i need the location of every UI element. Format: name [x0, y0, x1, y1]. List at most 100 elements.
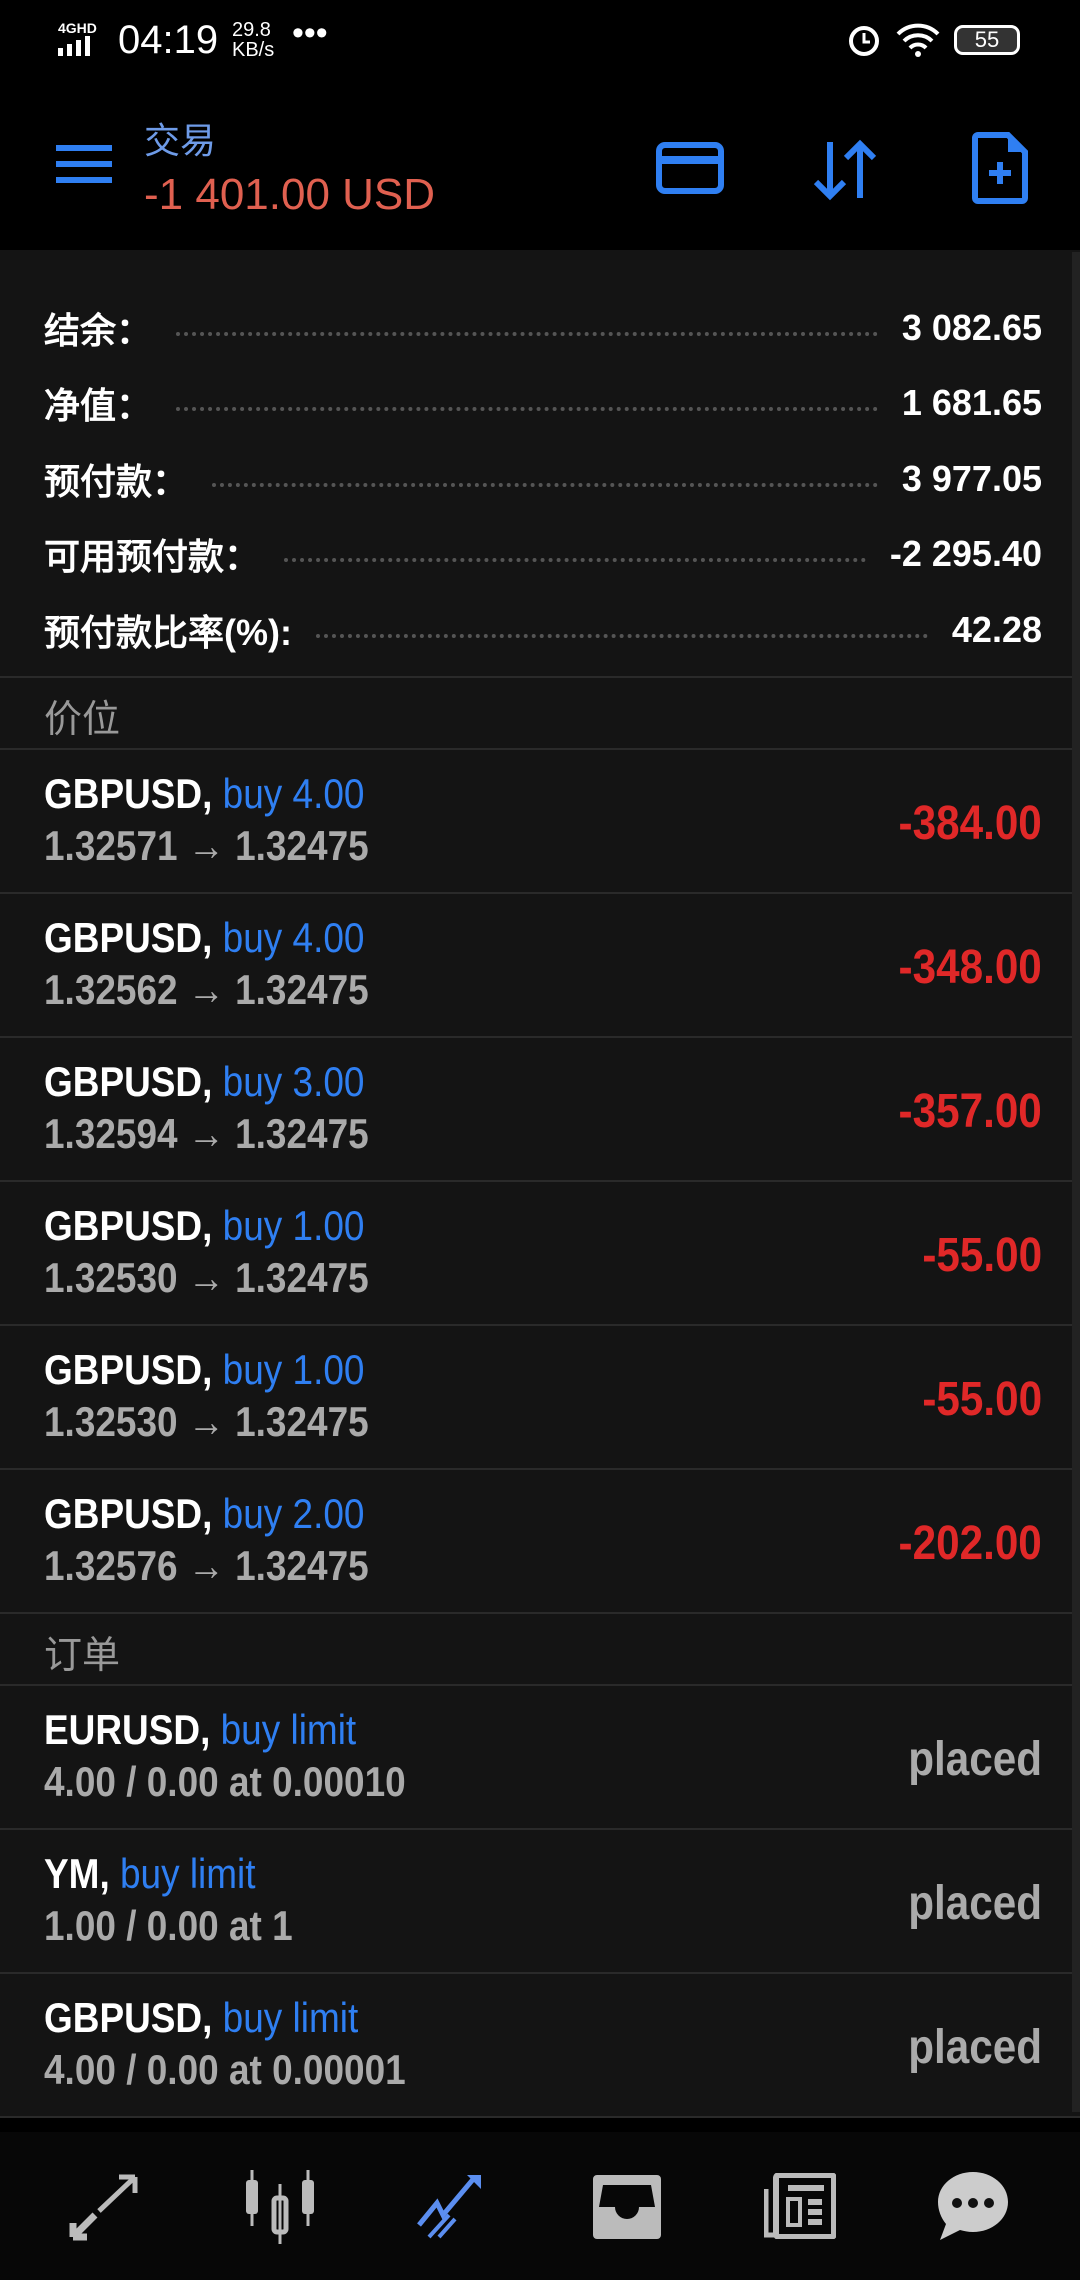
positions-header: 价位 [0, 678, 1080, 750]
summary-label: 可用预付款： [44, 536, 261, 578]
summary-value: 3 977.05 [901, 457, 1042, 499]
position-side: buy 3.00 [222, 1058, 365, 1105]
summary-label: 预付款比率(%): [44, 611, 292, 653]
position-title: GBPUSD, buy 4.00 [44, 914, 956, 962]
order-type: buy limit [119, 1850, 256, 1897]
summary-value: 42.28 [951, 608, 1042, 650]
clock: 04:19 [118, 18, 219, 62]
summary-value: 1 681.65 [901, 382, 1042, 424]
status-bar: 4GHD 04:19 29.8 KB/s ••• 55 [0, 0, 1080, 80]
position-symbol: GBPUSD, [44, 1346, 213, 1393]
order-detail: 4.00 / 0.00 at 0.00010 [44, 1758, 406, 1805]
position-profit: -55.00 [922, 1229, 1042, 1282]
trade-icon [417, 2175, 482, 2239]
position-symbol: GBPUSD, [44, 1202, 213, 1249]
position-profit: -202.00 [898, 1517, 1042, 1570]
position-title: GBPUSD, buy 2.00 [44, 1490, 956, 1538]
summary-row-margin: 预付款： 3 977.05 [0, 441, 1080, 517]
position-row[interactable]: GBPUSD, buy 1.00 1.32530 → 1.32475 -55.00 [0, 1326, 1080, 1470]
order-symbol: EURUSD, [44, 1706, 211, 1753]
summary-label: 预付款： [44, 460, 189, 502]
summary-row-free-margin: 可用预付款： -2 295.40 [0, 517, 1080, 593]
position-prices: 1.32530 → 1.32475 [44, 1398, 369, 1445]
position-prices: 1.32530 → 1.32475 [44, 1254, 369, 1301]
position-symbol: GBPUSD, [44, 1490, 213, 1537]
news-icon [763, 2173, 836, 2239]
order-title: EURUSD, buy limit [44, 1706, 956, 1754]
order-row[interactable]: YM, buy limit 1.00 / 0.00 at 1 placed [0, 1830, 1080, 1974]
position-row[interactable]: GBPUSD, buy 1.00 1.32530 → 1.32475 -55.00 [0, 1182, 1080, 1326]
position-row[interactable]: GBPUSD, buy 4.00 1.32571 → 1.32475 -384.00 [0, 750, 1080, 894]
position-side: buy 4.00 [222, 914, 365, 961]
position-row[interactable]: GBPUSD, buy 2.00 1.32576 → 1.32475 -202.00 [0, 1470, 1080, 1614]
account-summary: 结余： 3 082.65 净值： 1 681.65 预付款： 3 977.05 可用预… [0, 250, 1080, 678]
summary-row-equity: 净值： 1 681.65 [0, 366, 1080, 442]
speed-unit: KB/s [232, 39, 275, 61]
order-type: buy limit [220, 1706, 357, 1753]
nav-chart[interactable] [225, 2168, 335, 2244]
dot-leader [176, 407, 878, 412]
position-symbol: GBPUSD, [44, 914, 213, 961]
scrollbar[interactable] [1072, 252, 1080, 2112]
page-title: 交易 [144, 120, 217, 161]
credit-card-icon[interactable] [656, 142, 724, 194]
position-title: GBPUSD, buy 1.00 [44, 1202, 956, 1250]
order-row[interactable]: EURUSD, buy limit 4.00 / 0.00 at 0.00010 p… [0, 1686, 1080, 1830]
position-profit: -55.00 [922, 1373, 1042, 1426]
order-symbol: GBPUSD, [44, 1994, 213, 2041]
position-row[interactable]: GBPUSD, buy 4.00 1.32562 → 1.32475 -348.00 [0, 894, 1080, 1038]
order-detail: 4.00 / 0.00 at 0.00001 [44, 2046, 406, 2093]
position-side: buy 2.00 [222, 1490, 365, 1537]
position-profit: -384.00 [898, 797, 1042, 850]
order-status: placed [908, 2021, 1042, 2074]
position-title: GBPUSD, buy 1.00 [44, 1346, 956, 1394]
battery-indicator: 55 [954, 25, 1020, 55]
order-status: placed [908, 1733, 1042, 1786]
order-status: placed [908, 1877, 1042, 1930]
bottom-navigation [0, 2132, 1080, 2280]
position-prices: 1.32576 → 1.32475 [44, 1542, 369, 1589]
summary-value: -2 295.40 [889, 533, 1042, 575]
speed-value: 29.8 [232, 19, 271, 41]
summary-value: 3 082.65 [901, 306, 1042, 348]
nav-quotes[interactable] [52, 2171, 162, 2241]
dot-leader [284, 558, 866, 563]
menu-icon[interactable] [56, 145, 112, 193]
wifi-icon [896, 23, 940, 57]
position-prices: 1.32562 → 1.32475 [44, 966, 369, 1013]
more-notifications: ••• [292, 14, 328, 52]
summary-label: 结余： [44, 309, 153, 351]
order-type: buy limit [222, 1994, 359, 2041]
summary-row-balance: 结余： 3 082.65 [0, 290, 1080, 366]
chart-icon [245, 2170, 314, 2244]
quotes-icon [69, 2174, 138, 2241]
total-profit: -1 401.00 USD [144, 170, 436, 219]
position-side: buy 4.00 [222, 770, 365, 817]
position-title: GBPUSD, buy 4.00 [44, 770, 956, 818]
order-row[interactable]: GBPUSD, buy limit 4.00 / 0.00 at 0.00001 p… [0, 1974, 1080, 2118]
order-detail: 1.00 / 0.00 at 1 [44, 1902, 293, 1949]
order-title: YM, buy limit [44, 1850, 956, 1898]
position-side: buy 1.00 [222, 1346, 365, 1393]
summary-row-margin-level: 预付款比率(%): 42.28 [0, 592, 1080, 668]
history-icon [592, 2175, 661, 2239]
sort-icon[interactable] [810, 138, 880, 202]
position-prices: 1.32571 → 1.32475 [44, 822, 369, 869]
nav-trade[interactable] [398, 2171, 508, 2241]
position-title: GBPUSD, buy 3.00 [44, 1058, 956, 1106]
signal-icon [58, 36, 90, 56]
nav-history[interactable] [572, 2173, 682, 2239]
position-side: buy 1.00 [222, 1202, 365, 1249]
nav-messages[interactable] [918, 2170, 1028, 2242]
position-symbol: GBPUSD, [44, 770, 213, 817]
new-order-icon[interactable] [972, 132, 1028, 204]
nav-news[interactable] [745, 2173, 855, 2239]
position-row[interactable]: GBPUSD, buy 3.00 1.32594 → 1.32475 -357.00 [0, 1038, 1080, 1182]
summary-label: 净值： [44, 385, 153, 427]
alarm-icon [849, 26, 879, 56]
order-symbol: YM, [44, 1850, 110, 1897]
position-symbol: GBPUSD, [44, 1058, 213, 1105]
dot-leader [315, 633, 928, 638]
dot-leader [212, 482, 878, 487]
position-profit: -357.00 [898, 1085, 1042, 1138]
